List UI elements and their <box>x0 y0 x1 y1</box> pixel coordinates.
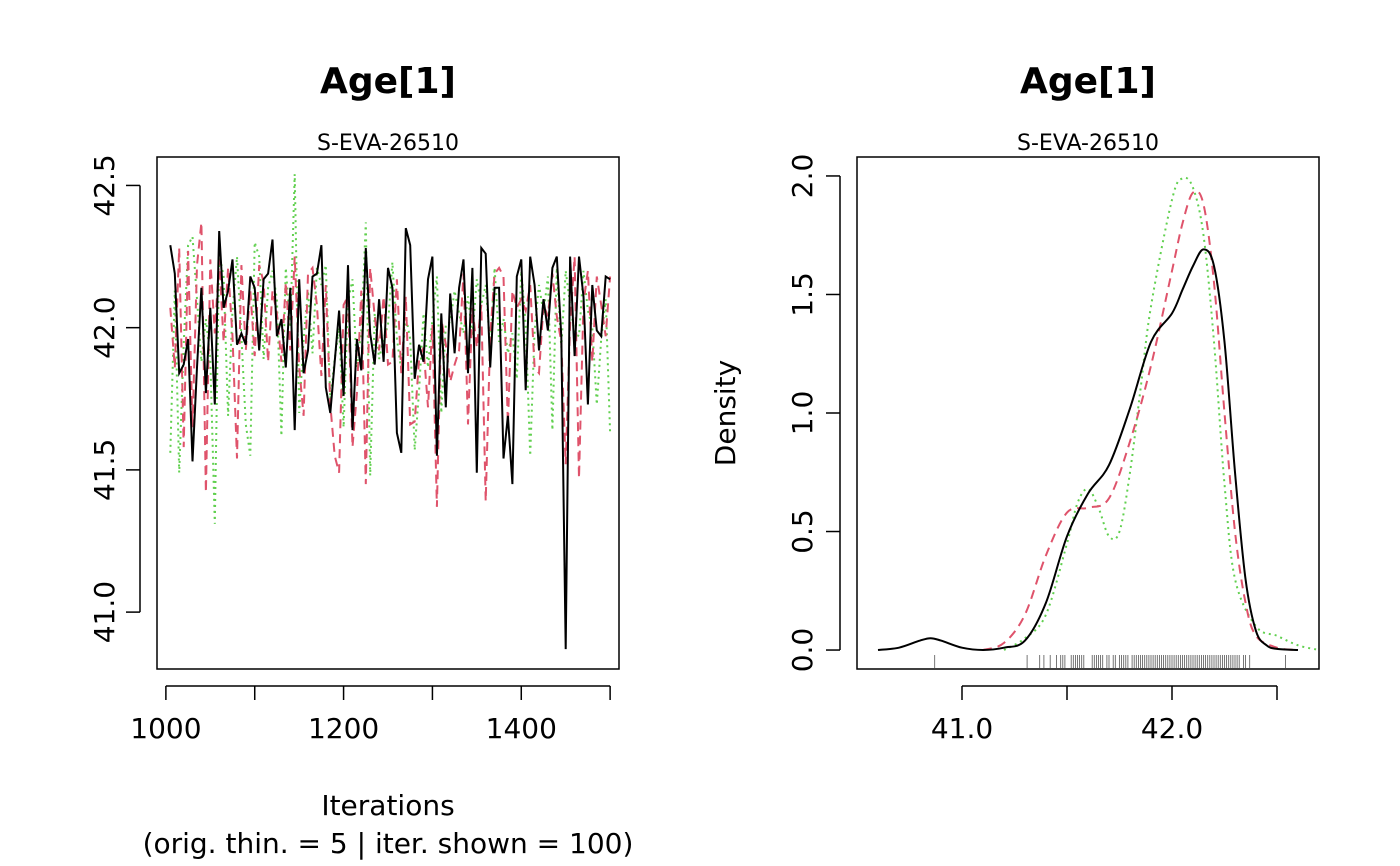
density-y-tick-label: 0.5 <box>786 509 819 554</box>
trace-x-tick-label: 1400 <box>486 712 557 745</box>
trace-series-line <box>169 174 612 524</box>
trace-y-tick-label: 41.5 <box>88 439 121 501</box>
trace-x-tick-label: 1200 <box>308 712 379 745</box>
density-x-tick-label: 42.0 <box>1141 712 1203 745</box>
trace-subtitle: S-EVA-26510 <box>317 131 459 156</box>
density-rug <box>934 655 1286 668</box>
density-x-axis: 41.0 42.0 <box>931 685 1278 745</box>
trace-series-line <box>169 227 611 650</box>
density-series-line <box>1003 176 1320 651</box>
density-x-tick-label: 41.0 <box>931 712 993 745</box>
density-series-line <box>877 248 1299 652</box>
density-plot-frame <box>856 156 1320 670</box>
trace-panel: Age[1] S-EVA-26510 1000 1200 1400 41.0 41.5… <box>88 61 633 860</box>
trace-x-tick-label: 1000 <box>130 712 201 745</box>
density-y-tick-label: 0.0 <box>786 628 819 673</box>
density-y-axis: 0.0 0.5 1.0 1.5 2.0 <box>786 154 841 673</box>
trace-y-tick-label: 42.0 <box>88 296 121 358</box>
density-panel: Age[1] S-EVA-26510 41.0 42.0 0.0 0.5 1.0 1.5… <box>709 61 1320 745</box>
density-subtitle: S-EVA-26510 <box>1017 131 1159 156</box>
density-series-line <box>982 189 1299 651</box>
trace-y-tick-label: 41.0 <box>88 581 121 643</box>
trace-x-axis: 1000 1200 1400 <box>130 685 611 745</box>
density-y-tick-label: 1.0 <box>786 391 819 436</box>
density-y-tick-label: 2.0 <box>786 154 819 199</box>
density-y-label: Density <box>709 360 742 466</box>
trace-x-label-note: (orig. thin. = 5 | iter. shown = 100) <box>143 827 634 860</box>
trace-series-group <box>169 174 612 650</box>
density-y-tick-label: 1.5 <box>786 272 819 317</box>
trace-x-label: Iterations <box>321 789 454 822</box>
trace-y-axis: 41.0 41.5 42.0 42.5 <box>88 154 141 643</box>
trace-title: Age[1] <box>320 61 456 102</box>
trace-series-line <box>169 222 612 507</box>
density-series-group <box>877 176 1320 652</box>
density-title: Age[1] <box>1020 61 1156 102</box>
trace-y-tick-label: 42.5 <box>88 154 121 216</box>
trace-plot-frame <box>156 156 620 670</box>
